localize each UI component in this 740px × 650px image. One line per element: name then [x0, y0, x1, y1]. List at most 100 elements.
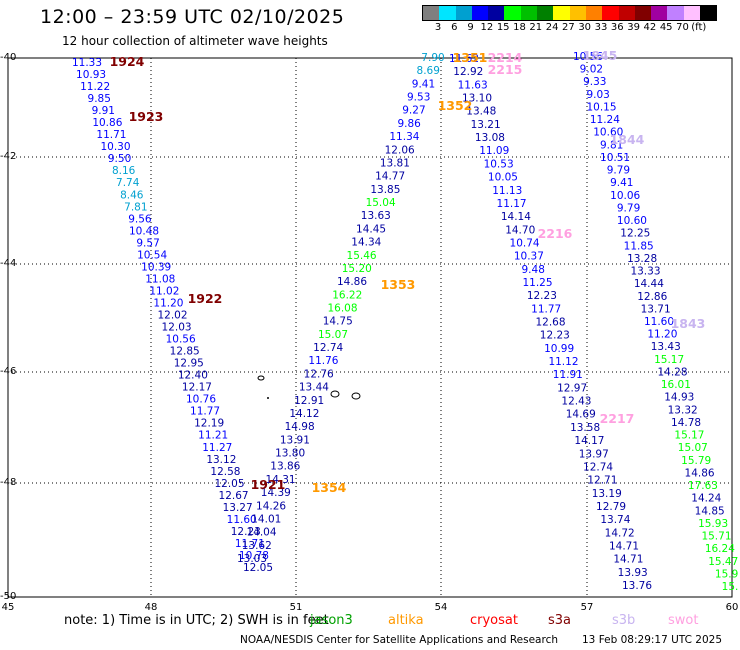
track-s3b-value: 15. [722, 581, 739, 593]
colorbar-swatch [455, 6, 472, 20]
lon-label: 51 [289, 602, 303, 613]
track-s3b-value: 10.56 [573, 51, 603, 63]
colorbar-swatch [423, 6, 440, 20]
track-altika-value: 12.76 [304, 368, 334, 380]
track-altika-value: 14.75 [323, 316, 353, 328]
time-label: 1354 [312, 480, 347, 495]
track-altika-value: 13.81 [380, 157, 410, 169]
track-s3a-value: 7.81 [124, 201, 147, 213]
track-swot-value: 13.74 [600, 514, 630, 526]
time-label: 1845 [583, 48, 618, 63]
colorbar-label: 18 [513, 22, 526, 33]
track-s3b-value: 13.71 [641, 303, 671, 315]
track-swot-value: 9.48 [522, 264, 545, 276]
colorbar-label: 30 [578, 22, 592, 33]
track-s3a-value: 12.40 [178, 370, 208, 382]
track-swot-value: 12.92 [453, 66, 483, 78]
track-swot-value: 12.71 [587, 475, 617, 487]
colorbar-swatch [585, 6, 603, 20]
track-s3a-value: 12.85 [170, 346, 200, 358]
track-s3b-value: 15.93 [698, 518, 728, 530]
lat-label: -44 [0, 258, 17, 269]
time-label: 1843 [671, 316, 706, 331]
track-s3b-value: 15.17 [674, 430, 704, 442]
track-s3b-value: 15.9 [715, 568, 738, 580]
track-altika-value: 11.76 [308, 355, 338, 367]
island [351, 392, 361, 400]
track-s3a-value: 10.39 [141, 261, 171, 273]
colorbar-swatch [618, 6, 635, 20]
track-s3b-value: 9.41 [610, 177, 633, 189]
track-s3b-value: 11.85 [624, 240, 654, 252]
colorbar-swatch [634, 6, 652, 20]
track-s3b-value: 14.28 [657, 366, 687, 378]
track-s3a-value: 12.67 [219, 490, 249, 502]
island [257, 375, 265, 381]
track-altika-value: 14.12 [289, 408, 319, 420]
lon-label: 57 [580, 602, 594, 613]
track-swot-value: 13.48 [466, 106, 496, 118]
colorbar-label: 24 [545, 22, 559, 33]
track-altika-value: 9.27 [402, 105, 425, 117]
time-label: 1922 [188, 291, 223, 306]
track-s3b-value: 15.79 [681, 455, 711, 467]
track-s3b-value: 13.28 [627, 253, 657, 265]
track-s3a-value: 11.60 [227, 514, 257, 526]
track-altika-value: 14.77 [375, 171, 405, 183]
generated-time: 13 Feb 08:29:17 UTC 2025 [582, 634, 722, 646]
colorbar-label: 21 [529, 22, 543, 33]
satellite-jason3: jason3 [310, 613, 353, 628]
colorbar-swatch [700, 6, 717, 20]
lon-label: 48 [144, 602, 158, 613]
footnote: note: 1) Time is in UTC; 2) SWH is in fe… [64, 613, 329, 628]
colorbar [422, 5, 718, 21]
track-swot-value: 14.70 [505, 224, 535, 236]
colorbar-label: 45 [659, 22, 673, 33]
track-s3a-value: 8.16 [112, 165, 136, 177]
lon-label: 54 [434, 602, 448, 613]
time-label: 2214 [488, 50, 523, 65]
track-s3b-value: 14.78 [671, 417, 701, 429]
track-altika-value: 15.07 [318, 329, 348, 341]
track-s3b-value: 15.07 [678, 442, 708, 454]
track-altika-value: 13.44 [299, 382, 329, 394]
track-s3a-value: 11.08 [145, 273, 175, 285]
track-s3a-value: 10.30 [100, 141, 130, 153]
track-s3a-value: 12.05 [214, 478, 244, 490]
track-swot-value: 11.12 [548, 356, 578, 368]
satellite-cryosat: cryosat [470, 613, 518, 628]
track-s3a-value: 7.74 [116, 177, 140, 189]
track-altika-value: 14.04 [246, 527, 276, 539]
track-swot-value: 11.17 [497, 198, 527, 210]
track-swot-value: 12.74 [583, 461, 613, 473]
track-s3a-value: 12.19 [194, 418, 224, 430]
track-altika-value: 14.01 [251, 513, 281, 525]
track-s3a-value: 9.56 [128, 213, 152, 225]
track-s3b-value: 14.93 [664, 392, 694, 404]
track-s3a-value: 8.46 [120, 189, 144, 201]
track-s3a-value: 11.77 [190, 406, 220, 418]
track-altika-value: 9.41 [412, 78, 435, 90]
track-altika-value: 13.03 [237, 553, 267, 565]
island [267, 397, 269, 399]
track-swot-value: 11.09 [479, 145, 509, 157]
track-s3a-value: 12.02 [157, 310, 187, 322]
lon-label: 45 [1, 602, 15, 613]
time-label: 2217 [600, 411, 635, 426]
track-altika-value: 9.53 [407, 92, 430, 104]
track-s3b-value: 15.17 [654, 354, 684, 366]
track-s3b-value: 9.79 [617, 202, 640, 214]
map-frame [7, 57, 733, 598]
track-altika-value: 14.26 [256, 500, 286, 512]
track-altika-value: 15.04 [366, 197, 396, 209]
track-swot-value: 14.17 [574, 435, 604, 447]
island [330, 390, 340, 398]
track-swot-value: 13.58 [570, 422, 600, 434]
map-title: 12:00 – 23:59 UTC 02/10/2025 [40, 6, 345, 28]
track-altika-value: 14.31 [266, 474, 296, 486]
colorbar-label: 6 [451, 22, 458, 33]
track-swot-value: 11.25 [522, 277, 552, 289]
track-altika-value: 13.86 [270, 461, 300, 473]
